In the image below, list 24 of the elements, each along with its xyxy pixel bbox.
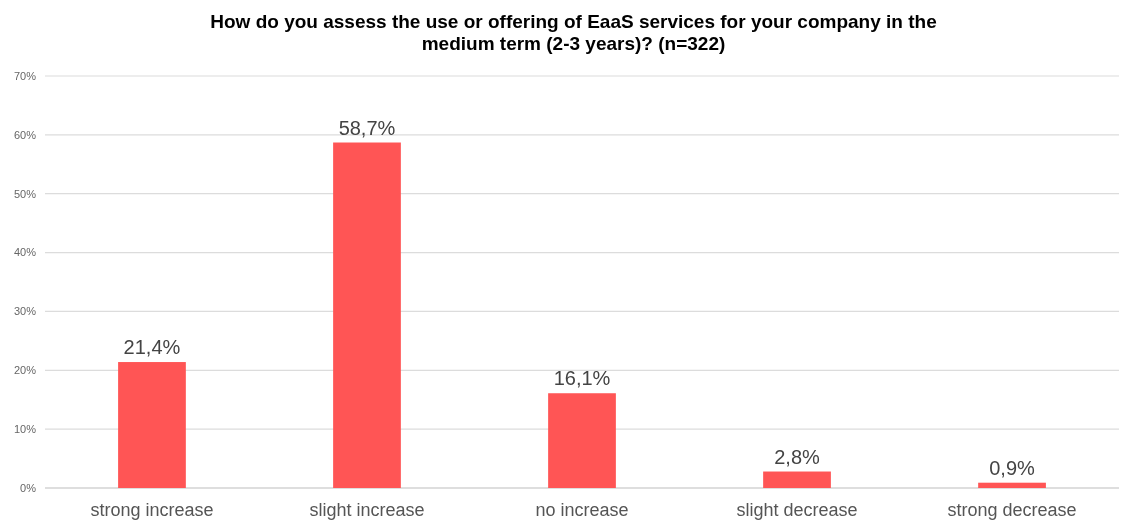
x-tick-label: slight decrease	[736, 500, 858, 520]
y-tick-label: 10%	[13, 422, 37, 435]
x-tick-label: no increase	[535, 500, 629, 520]
data-label: 0,9%	[989, 456, 1036, 479]
bar	[118, 362, 186, 488]
y-tick-label: 70%	[13, 69, 37, 82]
bar	[763, 471, 831, 488]
data-label: 2,8%	[774, 445, 821, 468]
y-tick-label: 0%	[20, 481, 37, 494]
x-tick-label: slight increase	[309, 500, 425, 520]
y-tick-label: 30%	[13, 305, 37, 318]
data-label: 16,1%	[553, 367, 611, 390]
data-label: 21,4%	[123, 336, 181, 359]
y-tick-label: 20%	[13, 364, 37, 377]
y-tick-label: 60%	[13, 128, 37, 141]
chart-title: How do you assess the use or offering of EaaS services for your company in the medium term (2-3 years)? (n=322)	[210, 11, 937, 54]
x-tick-label: strong decrease	[947, 500, 1077, 520]
bar	[333, 142, 401, 488]
data-label: 58,7%	[338, 116, 396, 139]
bar	[978, 482, 1046, 488]
x-tick-label: strong increase	[90, 500, 214, 520]
bar	[548, 393, 616, 488]
y-tick-label: 40%	[13, 246, 37, 259]
y-tick-label: 50%	[13, 187, 37, 200]
